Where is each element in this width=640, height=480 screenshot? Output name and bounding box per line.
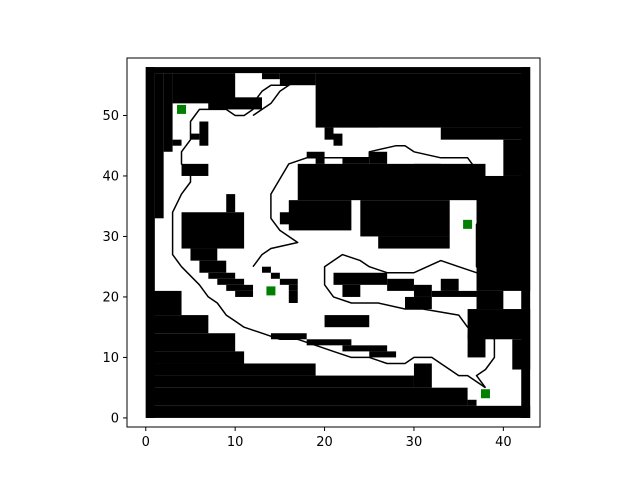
x-tick-label: 20 [316,435,333,450]
y-tick-label: 50 [102,109,119,124]
obstacle-cell [288,290,298,303]
obstacle-cell [145,351,245,364]
goal-marker [480,389,490,399]
obstacle-cell [217,278,245,285]
obstacle-cell [190,133,200,140]
obstacle-cell [369,351,397,358]
obstacle-cell [279,212,298,225]
obstacle-cell [145,315,209,334]
obstacle-cell [333,133,343,146]
obstacle-cell [145,363,316,376]
obstacle-cell [413,284,432,297]
obstacle-cell [199,260,227,273]
obstacle-cell [342,345,388,352]
y-tick-label: 20 [102,290,119,305]
obstacle-cell [199,121,209,146]
obstacle-cell [270,333,307,340]
obstacle-cell [306,339,352,346]
obstacle-cell [512,339,531,370]
obstacle-cell [440,278,459,291]
obstacle-cell [431,290,477,297]
obstacle-cell [333,115,379,128]
obstacle-cell [235,290,254,297]
obstacle-cell [190,248,218,261]
obstacle-cell [413,363,432,388]
path-layer [171,78,496,389]
x-tick-label: 0 [142,435,150,450]
goal-marker [266,286,276,296]
goal-layer [177,104,490,399]
obstacle-cell [476,290,504,310]
obstacle-cell [315,157,325,164]
obstacle-cell [208,103,218,110]
obstacle-cell [413,163,441,170]
obstacle-cell [154,73,164,219]
obstacle-cell [467,333,486,358]
obstacle-cell [405,296,432,310]
y-tick-label: 30 [102,230,119,245]
obstacle-cell [342,157,370,164]
obstacle-cell [378,236,450,249]
x-tick-label: 40 [495,435,512,450]
obstacle-cell [145,73,155,291]
obstacle-cell [342,284,361,297]
obstacle-cell [270,272,280,279]
obstacle-cell [503,139,531,176]
obstacle-cell [467,399,477,406]
obstacle-cell [288,284,298,291]
obstacle-cell [181,212,245,249]
obstacle-cell [226,194,236,213]
obstacle-cell [306,151,325,158]
obstacle-cell [208,272,236,279]
axes: 0 10 20 30 40 0 10 20 30 40 50 [102,57,541,450]
obstacle-cell [172,139,182,146]
obstacle-cell [145,405,531,418]
obstacle-cell [288,200,352,231]
obstacle-cell [145,67,531,74]
axes-frame [126,57,541,428]
obstacle-cell [226,284,254,291]
obstacle-cell [297,163,486,201]
obstacle-cell [145,290,182,316]
y-tick-label: 0 [111,411,119,426]
obstacle-cell [145,333,236,352]
robot-path-line [171,78,486,389]
goal-marker [177,104,187,114]
obstacle-cell [163,73,173,152]
obstacle-cell [208,97,262,110]
obstacle-cell [261,266,271,273]
obstacle-cell [440,127,531,140]
obstacle-cell [324,127,334,140]
obstacle-cell [145,387,468,406]
obstacle-cell [360,200,450,237]
robot-path-line [252,144,496,389]
obstacle-cell [333,272,388,285]
obstacle-cell [145,375,414,388]
obstacle-cell [324,315,370,328]
obstacle-cell [387,278,414,291]
y-tick-label: 40 [102,169,119,184]
y-tick-label: 10 [102,351,119,366]
obstacle-cell [279,278,298,285]
obstacle-cell [261,73,280,80]
obstacle-cell [369,151,388,164]
x-tick-label: 10 [227,435,244,450]
goal-marker [463,219,473,229]
x-tick-label: 30 [406,435,423,450]
